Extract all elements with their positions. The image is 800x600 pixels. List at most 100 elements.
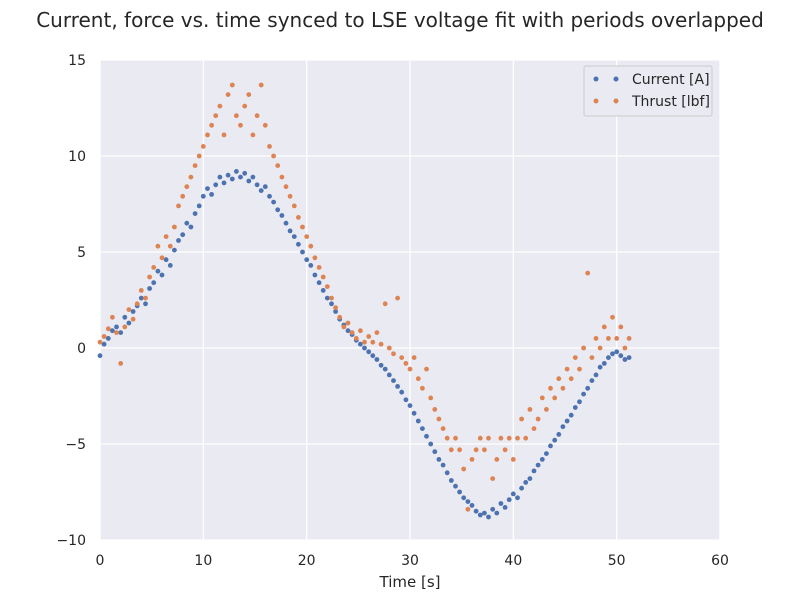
thrust-point xyxy=(221,132,227,138)
current-point xyxy=(304,257,310,263)
thrust-point xyxy=(101,334,107,339)
series-thrust xyxy=(97,82,632,512)
thrust-point xyxy=(304,234,310,240)
current-point xyxy=(147,286,153,291)
thrust-point xyxy=(539,395,545,401)
thrust-point xyxy=(97,339,103,345)
current-point xyxy=(515,495,520,501)
current-point xyxy=(593,372,599,378)
current-point xyxy=(362,345,367,351)
thrust-point xyxy=(242,103,248,109)
thrust-point xyxy=(167,243,173,249)
thrust-point xyxy=(250,132,256,138)
current-point xyxy=(163,257,169,263)
current-point xyxy=(151,280,157,286)
current-point xyxy=(572,405,578,410)
current-point xyxy=(391,378,396,383)
current-point xyxy=(601,361,607,366)
current-point xyxy=(395,384,400,389)
current-point xyxy=(213,182,219,188)
current-point xyxy=(457,489,462,495)
y-tick-label: 5 xyxy=(77,245,86,261)
current-point xyxy=(539,457,545,462)
thrust-point xyxy=(564,366,570,372)
thrust-point xyxy=(407,366,413,372)
thrust-point xyxy=(196,153,202,159)
thrust-point xyxy=(457,447,462,453)
current-point xyxy=(262,184,268,190)
thrust-point xyxy=(428,395,434,401)
current-point xyxy=(279,213,285,218)
current-point xyxy=(122,314,128,320)
current-point xyxy=(486,514,491,520)
thrust-point xyxy=(378,341,384,347)
current-point xyxy=(246,178,252,184)
current-point xyxy=(548,443,553,449)
current-point xyxy=(420,426,425,431)
thrust-point xyxy=(527,407,533,412)
thrust-point xyxy=(126,307,132,312)
thrust-point xyxy=(614,336,620,341)
current-point xyxy=(490,506,496,512)
thrust-point xyxy=(465,506,471,512)
thrust-point xyxy=(105,326,111,332)
thrust-point xyxy=(544,407,549,412)
x-tick-label: 50 xyxy=(608,553,626,569)
thrust-point xyxy=(296,215,301,220)
current-point xyxy=(382,366,388,372)
legend-label-current: Current [A] xyxy=(632,72,710,88)
current-point xyxy=(568,412,574,418)
thrust-point xyxy=(143,295,148,301)
y-tick-label: 0 xyxy=(77,341,86,357)
current-point xyxy=(448,478,454,483)
current-point xyxy=(622,357,628,362)
thrust-point xyxy=(155,243,161,249)
current-point xyxy=(358,341,363,347)
thrust-point xyxy=(585,270,591,276)
legend-marker-current xyxy=(593,76,599,82)
thrust-point xyxy=(238,122,243,128)
current-point xyxy=(626,355,632,360)
thrust-point xyxy=(358,328,363,334)
current-point xyxy=(440,462,446,468)
current-point xyxy=(205,186,210,192)
current-point xyxy=(614,349,620,355)
current-point xyxy=(316,280,322,286)
thrust-point xyxy=(229,82,235,88)
current-point xyxy=(159,272,165,278)
legend-marker-thrust xyxy=(613,98,619,104)
current-point xyxy=(254,182,260,188)
current-point xyxy=(97,353,103,359)
legend: Current [A] Thrust [lbf] xyxy=(583,65,713,117)
current-point xyxy=(519,485,524,491)
thrust-point xyxy=(601,324,607,330)
thrust-point xyxy=(366,334,372,339)
thrust-point xyxy=(262,122,268,128)
current-point xyxy=(453,483,458,489)
x-tick-label: 10 xyxy=(194,553,212,569)
thrust-point xyxy=(209,122,215,128)
thrust-point xyxy=(510,457,516,462)
grid xyxy=(99,59,721,541)
current-point xyxy=(267,193,272,199)
thrust-point xyxy=(494,457,500,462)
current-point xyxy=(271,199,276,205)
thrust-point xyxy=(176,203,181,209)
current-point xyxy=(300,249,305,255)
thrust-point xyxy=(312,255,318,261)
current-point xyxy=(577,399,582,405)
thrust-point xyxy=(345,320,351,326)
thrust-point xyxy=(308,243,314,249)
current-point xyxy=(176,238,181,243)
current-point xyxy=(333,309,338,314)
thrust-point xyxy=(490,476,496,481)
current-point xyxy=(320,288,326,293)
thrust-point xyxy=(267,144,272,149)
thrust-point xyxy=(572,355,578,360)
current-point xyxy=(275,207,281,213)
thrust-point xyxy=(254,113,260,119)
thrust-point xyxy=(453,435,458,441)
thrust-point xyxy=(473,447,479,453)
thrust-point xyxy=(626,336,632,341)
thrust-point xyxy=(246,92,252,97)
